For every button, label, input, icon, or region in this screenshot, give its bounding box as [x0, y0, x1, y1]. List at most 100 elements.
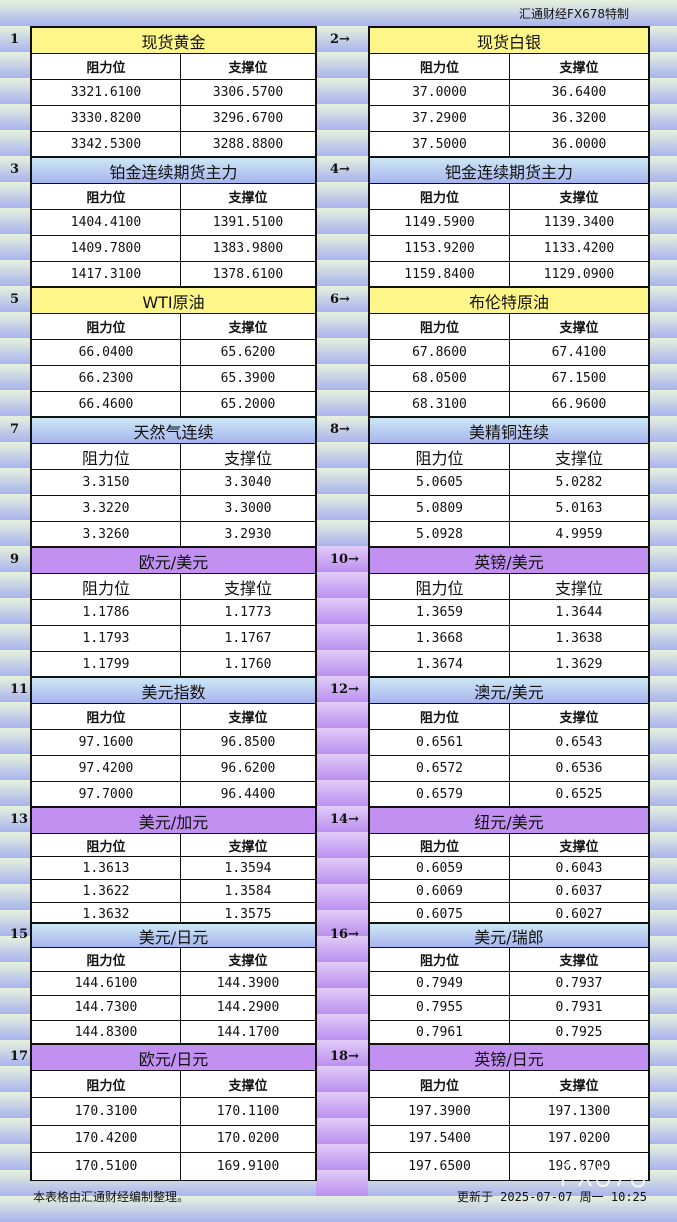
resistance-value: 1417.3100: [32, 262, 181, 287]
column-header-row: 阻力位 支撑位: [32, 704, 315, 730]
resistance-value: 1149.5900: [370, 210, 510, 235]
support-value: 1129.0900: [543, 267, 615, 282]
table-row: 170.5100 169.9100: [32, 1153, 315, 1181]
section-number: 7: [10, 421, 20, 437]
column-header-row: 阻力位 支撑位: [370, 834, 648, 857]
resistance-value: 67.8600: [370, 340, 510, 365]
column-header-row: 阻力位 支撑位: [32, 184, 315, 210]
resistance-header: 阻力位: [370, 704, 510, 729]
support-header: 支撑位: [559, 191, 599, 206]
quote-table: 美元/瑞郎 阻力位 支撑位 0.7949 0.7937 0.7955 0.7931 0.796…: [368, 922, 650, 1045]
resistance-value: 3330.8200: [32, 106, 181, 131]
resistance-value: 1159.8400: [370, 262, 510, 287]
resistance-value: 68.0500: [370, 366, 510, 391]
section-number: 12→: [330, 681, 359, 697]
support-header: 支撑位: [559, 954, 599, 970]
resistance-value: 68.3100: [370, 392, 510, 417]
resistance-value: 5.0809: [370, 496, 510, 521]
quote-table: 英镑/美元 阻力位 支撑位 1.3659 1.3644 1.3668 1.3638 1.367…: [368, 546, 650, 678]
support-value: 67.1500: [551, 371, 607, 386]
table-row: 3330.8200 3296.6700: [32, 106, 315, 132]
resistance-header: 阻力位: [32, 54, 181, 79]
resistance-value: 37.5000: [370, 132, 510, 157]
support-value: 1.3629: [555, 657, 603, 672]
table-row: 144.8300 144.1700: [32, 1020, 315, 1045]
resistance-value: 0.7949: [370, 972, 510, 996]
resistance-header: 阻力位: [32, 444, 181, 469]
support-header: 支撑位: [228, 321, 268, 336]
table-row: 0.6059 0.6043: [370, 857, 648, 880]
support-value: 1.1767: [224, 631, 272, 646]
support-value: 3296.6700: [212, 111, 284, 126]
resistance-value: 144.8300: [32, 1020, 181, 1044]
section-number: 9: [10, 551, 20, 567]
table-row: 0.7961 0.7925: [370, 1020, 648, 1045]
support-value: 144.1700: [216, 1024, 280, 1040]
table-row: 197.5400 197.0200: [370, 1125, 648, 1154]
support-header: 支撑位: [223, 448, 272, 468]
instrument-title: 欧元/日元: [32, 1045, 315, 1071]
support-value: 1139.3400: [543, 215, 615, 230]
resistance-header: 阻力位: [370, 444, 510, 469]
resistance-value: 0.6561: [370, 730, 510, 755]
support-value: 66.9600: [551, 397, 607, 412]
background-stripe: [0, 0, 677, 26]
quote-table: 美元指数 阻力位 支撑位 97.1600 96.8500 97.4200 96.6200 97…: [30, 676, 317, 808]
column-header-row: 阻力位 支撑位: [370, 444, 648, 470]
resistance-value: 3.3150: [32, 470, 181, 495]
support-value: 5.0163: [555, 501, 603, 516]
resistance-value: 66.0400: [32, 340, 181, 365]
resistance-value: 0.6075: [370, 903, 510, 925]
quote-table: 现货白银 阻力位 支撑位 37.0000 36.6400 37.2900 36.3200 37…: [368, 26, 650, 158]
section-number: 1: [10, 31, 20, 47]
section-number: 3: [10, 161, 20, 177]
support-value: 1133.4200: [543, 241, 615, 256]
support-value: 36.3200: [551, 111, 607, 126]
resistance-value: 1.3668: [370, 626, 510, 651]
table-row: 170.4200 170.0200: [32, 1125, 315, 1154]
resistance-value: 1.3613: [32, 857, 181, 879]
resistance-value: 66.2300: [32, 366, 181, 391]
support-value: 0.6543: [555, 735, 603, 750]
resistance-value: 1.1799: [32, 652, 181, 677]
resistance-value: 1.1793: [32, 626, 181, 651]
column-header-row: 阻力位 支撑位: [370, 574, 648, 600]
column-header-row: 阻力位 支撑位: [32, 574, 315, 600]
section-number: 13: [10, 811, 29, 827]
quote-table: 美元/日元 阻力位 支撑位 144.6100 144.3900 144.7300 144.2…: [30, 922, 317, 1045]
section-number: 17: [10, 1048, 29, 1064]
support-value: 170.1100: [216, 1104, 280, 1120]
quote-table: 天然气连续 阻力位 支撑位 3.3150 3.3040 3.3220 3.3000 3.326…: [30, 416, 317, 548]
support-value: 3.3000: [224, 501, 272, 516]
support-header: 支撑位: [223, 578, 272, 598]
support-header: 支撑位: [559, 711, 599, 726]
quote-table: 布伦特原油 阻力位 支撑位 67.8600 67.4100 68.0500 67.1500 6…: [368, 286, 650, 418]
support-value: 0.7925: [555, 1024, 603, 1040]
section-number: 10→: [330, 551, 359, 567]
resistance-header: 阻力位: [32, 184, 181, 209]
resistance-value: 66.4600: [32, 392, 181, 417]
instrument-title: 现货黄金: [32, 28, 315, 54]
instrument-title: 美元指数: [32, 678, 315, 704]
quote-table: 欧元/美元 阻力位 支撑位 1.1786 1.1773 1.1793 1.1767 1.179…: [30, 546, 317, 678]
instrument-title: 现货白银: [370, 28, 648, 54]
resistance-value: 0.6069: [370, 880, 510, 902]
instrument-title: 英镑/美元: [370, 548, 648, 574]
support-header: 支撑位: [228, 191, 268, 206]
table-row: 197.6500 196.8700: [370, 1153, 648, 1181]
support-header: 支撑位: [228, 839, 268, 855]
section-number: 8→: [330, 421, 350, 437]
background-stripe-purple: [316, 1014, 368, 1040]
table-row: 1149.5900 1139.3400: [370, 210, 648, 236]
support-value: 169.9100: [216, 1158, 280, 1174]
background-stripe-purple: [316, 806, 368, 832]
support-value: 1378.6100: [212, 267, 284, 282]
table-row: 0.6579 0.6525: [370, 782, 648, 808]
resistance-header: 阻力位: [32, 1071, 181, 1098]
support-value: 196.8700: [547, 1158, 611, 1174]
table-row: 3.3260 3.2930: [32, 522, 315, 548]
support-header: 支撑位: [228, 711, 268, 726]
resistance-header: 阻力位: [32, 834, 181, 856]
background-stripe-purple: [316, 858, 368, 884]
table-row: 37.2900 36.3200: [370, 106, 648, 132]
